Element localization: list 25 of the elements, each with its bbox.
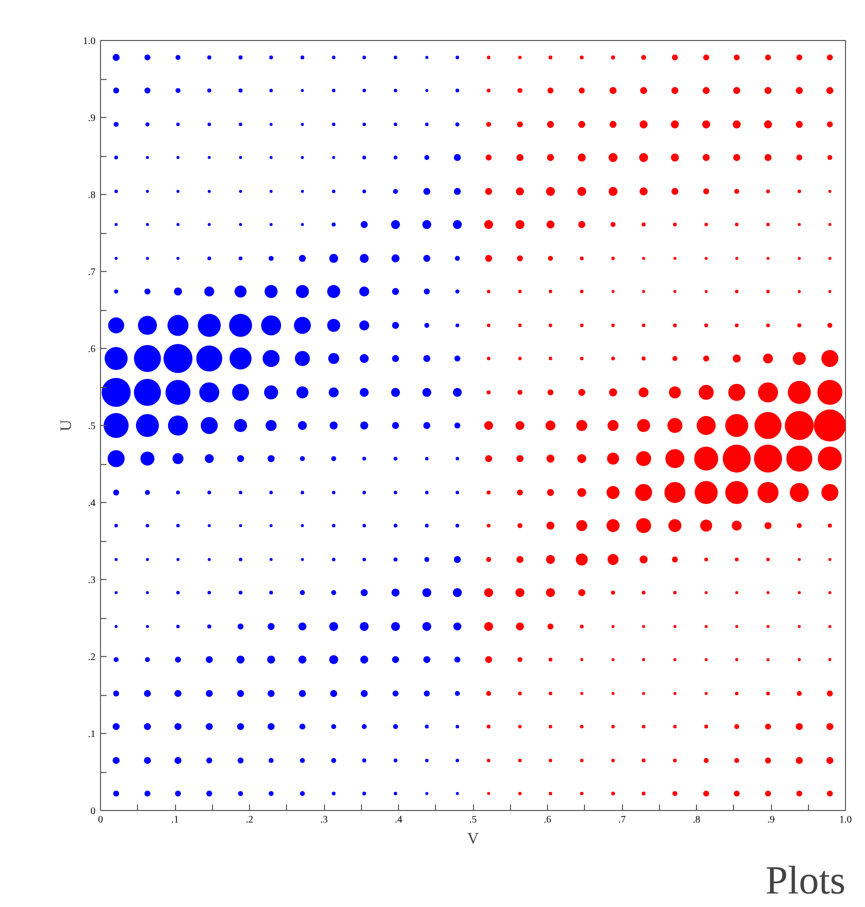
y-tick-label: .6 [88,344,96,355]
x-tick-label: 0 [98,814,103,826]
x-tick-label: .7 [618,814,626,826]
y-tick-label: 1.0 [83,36,96,47]
text: Plots [765,858,846,902]
y-tick-label: .4 [88,498,96,509]
y-tick-label: .2 [88,652,96,663]
x-tick-label: .5 [469,814,477,826]
y-axis-title: U [58,419,75,432]
y-tick-label: .9 [88,113,96,124]
y-tick-label: .8 [88,190,96,201]
x-tick-label: .2 [246,814,254,826]
y-tick-label: .1 [88,729,96,740]
x-axis-title: V [467,830,480,848]
x-tick-label: .1 [171,814,179,826]
x-tick-label: .4 [394,814,402,826]
x-tick-label: .6 [544,814,552,826]
y-tick-label: .7 [88,267,96,278]
x-tick-label: .8 [692,814,700,826]
y-tick-label: 0 [90,806,96,817]
x-tick-label: .3 [320,814,328,826]
x-tick-label: 1.0 [839,814,852,826]
x-tick-label: .9 [767,814,775,826]
y-tick-label: .5 [88,421,96,432]
y-tick-label: .3 [88,575,96,586]
